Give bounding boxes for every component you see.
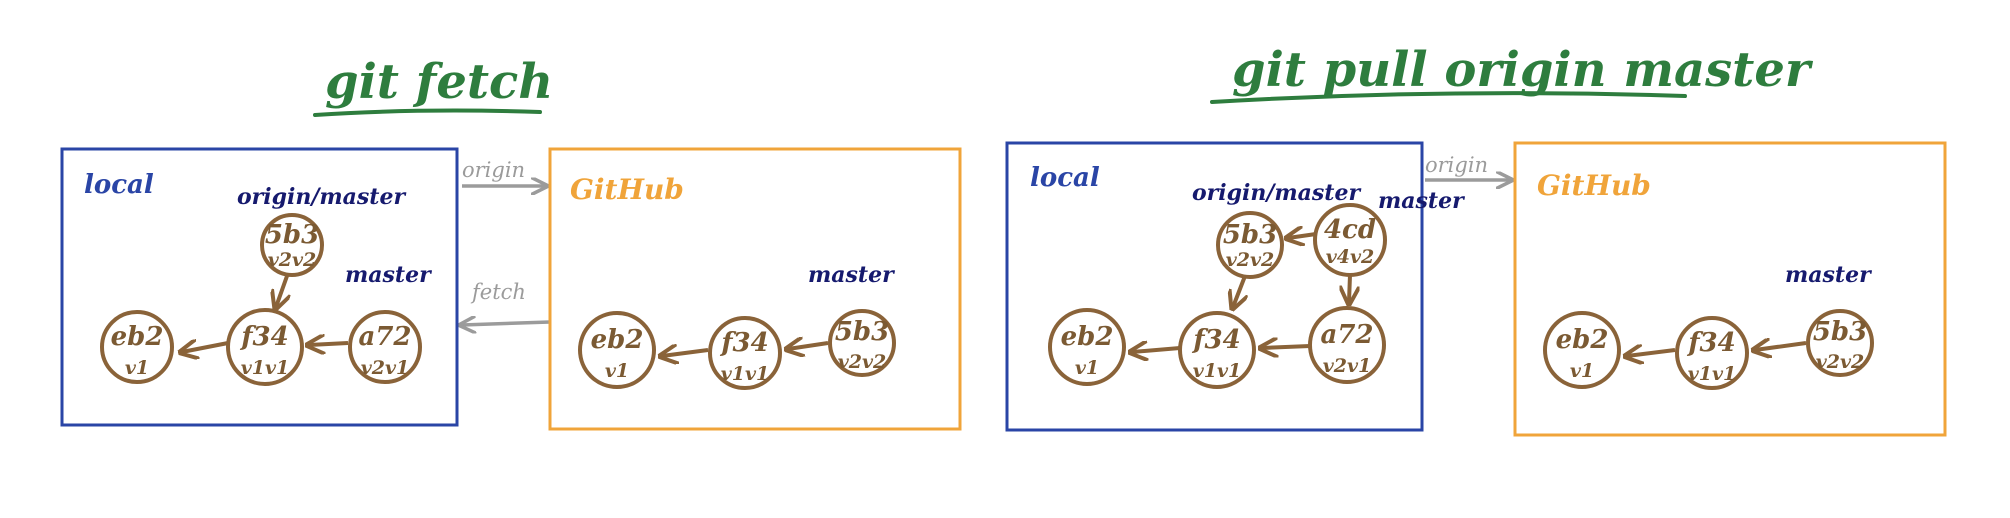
commit-circle [828, 309, 896, 377]
commit-node: eb2 v1 [100, 310, 174, 384]
commit-circle [1308, 306, 1386, 384]
github-repo-box [1513, 141, 1947, 437]
commit-id: 5b3 [835, 317, 889, 347]
commit-version: v1 [1570, 360, 1594, 382]
parent-arrow [788, 343, 829, 349]
github-label: GitHub [570, 173, 684, 206]
commit-node: a72 v2v1 [348, 310, 422, 384]
panel-git-fetch: git fetch local origin/master master eb2… [60, 54, 962, 431]
local-repo-box [60, 147, 459, 427]
commit-id: 5b3 [1813, 317, 1867, 347]
commit-node: 5b3 v2v2 [260, 213, 324, 277]
ref-master: master [1378, 188, 1465, 214]
commit-id: 4cd [1324, 215, 1376, 245]
panel-title: git fetch [325, 54, 553, 110]
ref-origin-master: origin/master [237, 184, 406, 210]
commit-circle [1675, 316, 1749, 390]
ref-master: master [345, 262, 432, 288]
commit-id: f34 [719, 328, 768, 358]
panel-title: git pull origin master [1232, 42, 1814, 98]
commit-version: v1v1 [1688, 363, 1737, 385]
commit-circle [1543, 311, 1621, 389]
commit-node: 4cd v4v2 [1313, 203, 1387, 277]
github-label: GitHub [1537, 169, 1651, 202]
edge-label-fetch: fetch [470, 280, 526, 304]
commit-version: v4v2 [1326, 246, 1375, 268]
parent-arrow [309, 343, 349, 345]
commit-node: f34 v1v1 [1178, 311, 1256, 389]
commit-id: eb2 [1061, 322, 1114, 352]
commit-version: v2v1 [1323, 355, 1372, 377]
commit-circle [100, 310, 174, 384]
commit-version: v1 [1075, 357, 1099, 379]
commit-id: eb2 [111, 322, 164, 352]
commit-id: 5b3 [1223, 220, 1277, 250]
commit-id: 5b3 [265, 220, 319, 250]
commit-circle [260, 213, 324, 277]
local-repo-box [1005, 141, 1424, 432]
parent-arrow [662, 350, 709, 356]
edge-label-origin: origin [1425, 153, 1488, 177]
commit-version: v1 [605, 360, 629, 382]
parent-arrow [1132, 348, 1181, 352]
commit-circle [348, 310, 422, 384]
parent-arrow [1349, 274, 1350, 302]
parent-arrow [1233, 275, 1245, 307]
commit-version: v2v2 [1816, 351, 1865, 373]
commit-id: a72 [358, 322, 411, 352]
ref-origin-master: origin/master [1192, 180, 1361, 206]
commit-node: eb2 v1 [1543, 311, 1621, 389]
ref-master: master [1785, 262, 1872, 288]
commit-id: f34 [239, 322, 288, 352]
commit-id: eb2 [1556, 325, 1609, 355]
commit-node: 5b3 v2v2 [1806, 309, 1874, 377]
commit-node: 5b3 v2v2 [828, 309, 896, 377]
commit-node: eb2 v1 [1048, 308, 1126, 386]
commit-version: v2v2 [268, 249, 317, 271]
title-underline [1210, 91, 1687, 104]
commit-circle [1216, 211, 1284, 279]
parent-arrow [182, 343, 229, 352]
commit-id: a72 [1320, 320, 1373, 350]
commit-id: f34 [1686, 328, 1735, 358]
parent-arrow [1288, 234, 1317, 238]
commit-version: v2v1 [361, 357, 410, 379]
commit-circle [578, 311, 656, 389]
commit-version: v1 [125, 357, 149, 379]
commit-id: eb2 [591, 325, 644, 355]
local-label: local [84, 170, 154, 200]
commit-version: v1v1 [721, 363, 770, 385]
commit-circle [1048, 308, 1126, 386]
ref-master: master [808, 262, 895, 288]
commit-node: eb2 v1 [578, 311, 656, 389]
edge-label-origin: origin [462, 158, 525, 182]
commit-version: v1v1 [241, 357, 290, 379]
title-underline [313, 108, 542, 117]
local-label: local [1030, 163, 1100, 193]
commit-node: f34 v1v1 [708, 316, 782, 390]
commit-circle [708, 316, 782, 390]
commit-node: f34 v1v1 [226, 308, 304, 386]
parent-arrow [276, 275, 287, 307]
commit-node: f34 v1v1 [1675, 316, 1749, 390]
commit-node: a72 v2v1 [1308, 306, 1386, 384]
commit-version: v2v2 [838, 351, 887, 373]
commit-circle [1806, 309, 1874, 377]
parent-arrow [1262, 346, 1311, 348]
commit-version: v1v1 [1193, 360, 1242, 382]
commit-version: v2v2 [1226, 249, 1275, 271]
fetch-arrow [462, 322, 551, 325]
parent-arrow [1755, 343, 1807, 350]
commit-node: 5b3 v2v2 [1216, 211, 1284, 279]
commit-circle [226, 308, 304, 386]
github-repo-box [548, 147, 962, 431]
parent-arrow [1627, 350, 1676, 356]
panel-git-pull: git pull origin master local origin/mast… [1005, 42, 1947, 437]
commit-id: f34 [1191, 325, 1240, 355]
